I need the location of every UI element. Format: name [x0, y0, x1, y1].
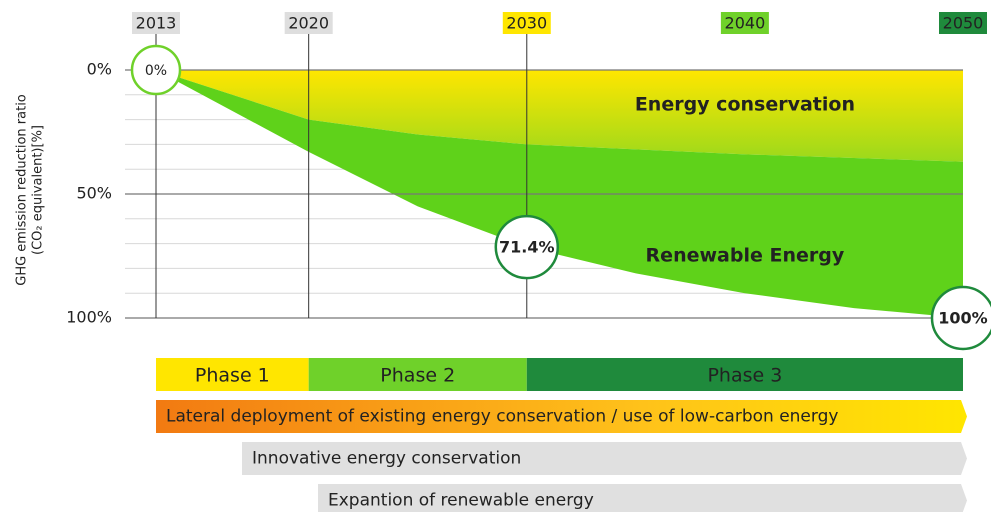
initiative-label: Lateral deployment of existing energy co… [166, 407, 838, 427]
annotation-circle [130, 44, 182, 96]
y-tick-label: 50% [76, 184, 112, 203]
area-label: Energy conservation [635, 94, 855, 116]
annotation-circle [930, 285, 991, 351]
y-axis-label: GHG emission reduction ratio [15, 94, 30, 286]
year-label-bg [939, 12, 987, 34]
x-tick-label: 2013 [136, 14, 177, 33]
annotation-label: 100% [938, 309, 987, 328]
annotation-label: 0% [145, 63, 167, 79]
y-axis-label: (CO₂ equivalent)[%] [31, 125, 46, 255]
x-tick-label: 2020 [288, 14, 329, 33]
x-tick-label: 2040 [725, 14, 766, 33]
y-tick-label: 0% [87, 60, 112, 79]
year-label-bg [502, 12, 551, 34]
area [156, 70, 963, 162]
initiative-arrow [318, 484, 967, 512]
x-tick-label: 2030 [506, 14, 547, 33]
phase-label: Phase 2 [380, 365, 455, 387]
annotation-label: 71.4% [499, 238, 555, 257]
phase-bar [156, 358, 309, 391]
initiative-arrow [242, 442, 967, 475]
year-label-bg [720, 12, 769, 34]
x-tick-label: 2050 [943, 14, 984, 33]
initiative-arrow [156, 400, 967, 433]
y-tick-label: 100% [66, 308, 112, 327]
annotation-circle [494, 214, 560, 280]
area-label: Renewable Energy [646, 245, 845, 267]
phase-label: Phase 1 [195, 365, 270, 387]
year-label-bg [284, 12, 333, 34]
initiative-label: Expantion of renewable energy [328, 491, 594, 511]
year-label-bg [132, 12, 180, 34]
phase-label: Phase 3 [707, 365, 782, 387]
phase-bar [308, 358, 527, 391]
initiative-label: Innovative energy conservation [252, 449, 521, 469]
phase-bar [526, 358, 963, 391]
